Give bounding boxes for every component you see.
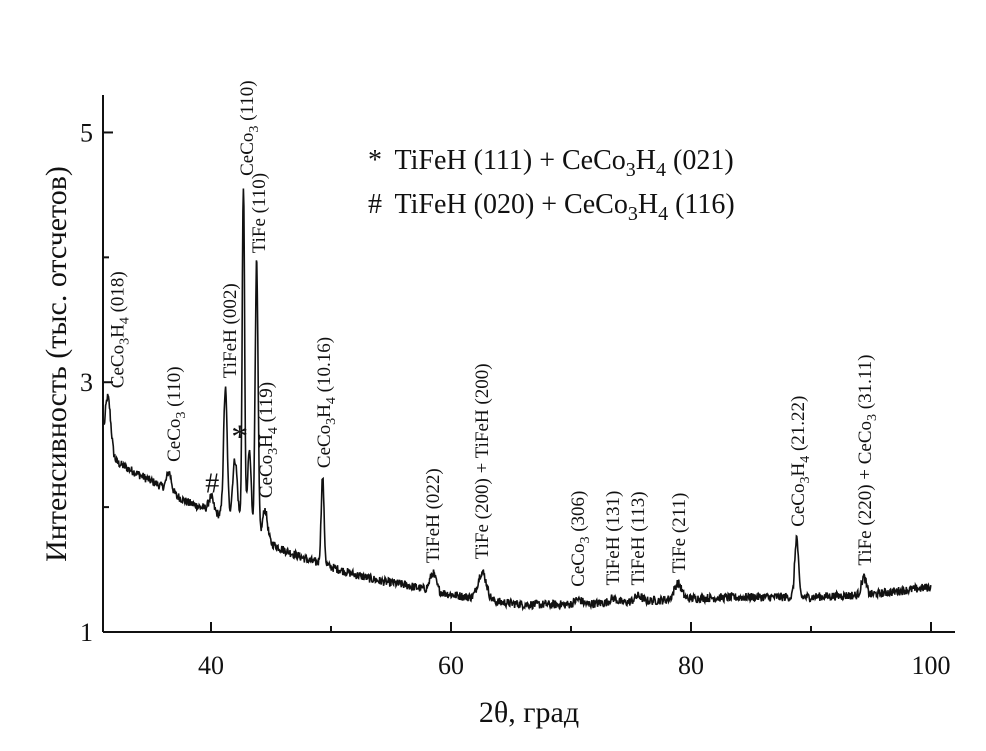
legend-entry-2: # TiFeH (020) + CeCo3H4 (116) [368,189,735,225]
peak-label: TiFe (211) [669,493,690,573]
peak-label: CeCo3H4 (21.22) [788,396,813,527]
peak-label: TiFe (200) + TiFeH (200) [472,363,493,559]
y-tick-label: 3 [80,368,93,397]
peak-label: CeCo3 (110) [237,80,262,175]
legend-symbol-1: * [368,145,382,176]
peak-label: CeCo3H4 (018) [107,271,132,388]
legend-entry-1: * TiFeH (111) + CeCo3H4 (021) [368,145,734,181]
diffraction-trace [103,188,932,612]
x-axis-title: 2θ, град [479,696,579,729]
y-tick-label: 5 [80,118,93,147]
peak-label: TiFeH (022) [423,468,444,563]
peak-markers: #* [205,419,248,500]
asterisk-marker: * [231,419,248,456]
axes [102,95,955,633]
peak-label: TiFe (220) + CeCo3 (31.11) [855,355,880,566]
x-tick-label: 100 [912,651,951,680]
x-tick-label: 80 [678,651,704,680]
peak-label: CeCo3 (110) [164,366,189,461]
legend: * TiFeH (111) + CeCo3H4 (021) # TiFeH (0… [368,145,735,225]
ticks: 40 60 80 100 1 3 5 [80,118,951,680]
y-axis-title: Интенсивность (тыс. отсчетов) [40,166,73,562]
hash-marker: # [205,469,219,500]
peak-label: CeCo3H4 (119) [256,382,281,498]
peak-label: TiFeH (113) [628,491,649,585]
peak-label: CeCo3 (306) [568,491,593,587]
peak-label: TiFe (110) [249,173,270,253]
peak-label: CeCo3H4 (10.16) [314,337,339,468]
peak-label: TiFeH (131) [603,491,624,586]
x-tick-label: 40 [198,651,224,680]
y-tick-label: 1 [80,618,93,647]
legend-symbol-2: # [368,189,382,220]
peak-labels: CeCo3H4 (018) CeCo3 (110) TiFeH (002) CeCo3… [107,80,880,586]
peak-label: TiFeH (002) [220,283,241,378]
x-tick-label: 60 [438,651,464,680]
